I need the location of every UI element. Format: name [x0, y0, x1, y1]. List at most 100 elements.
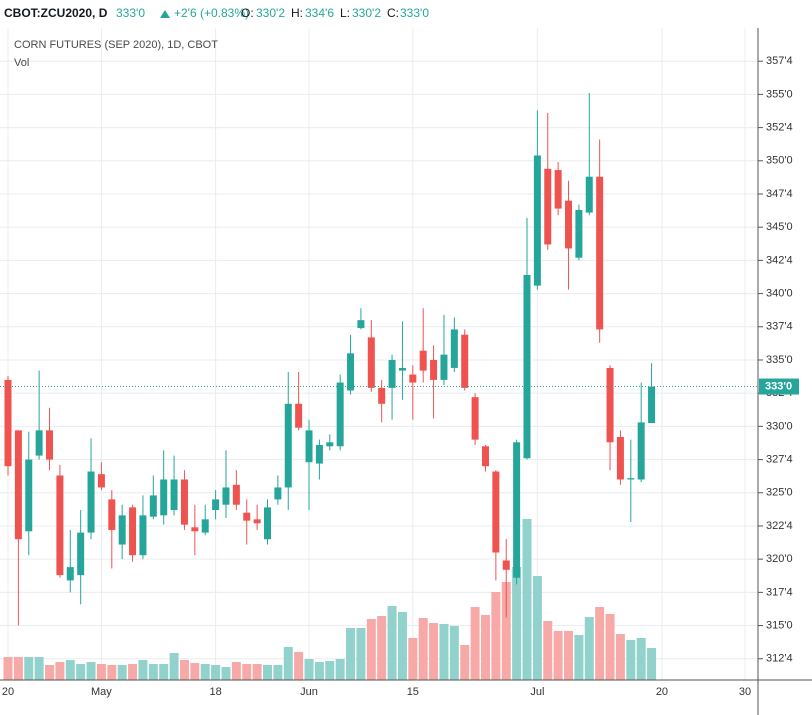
- chart-title: CORN FUTURES (SEP 2020), 1D, CBOT: [14, 39, 218, 51]
- volume-bar: [3, 657, 13, 680]
- candle-body: [315, 444, 323, 464]
- candle-body: [554, 170, 562, 209]
- candle-body: [627, 478, 635, 480]
- candle-body: [616, 436, 624, 480]
- candle-body: [97, 474, 105, 488]
- y-tick-label: 335'0: [766, 354, 793, 366]
- volume-bar: [221, 667, 231, 680]
- candle-body: [388, 359, 396, 388]
- volume-bar: [605, 614, 615, 680]
- candle-body: [118, 515, 126, 545]
- candle-body: [533, 155, 541, 286]
- candle-body: [440, 354, 448, 380]
- candle-body: [471, 397, 479, 440]
- y-tick-label: 320'0: [766, 553, 793, 565]
- candle-body: [170, 479, 178, 511]
- volume-bar: [231, 662, 241, 680]
- volume-bar: [574, 635, 584, 680]
- volume-bar: [636, 638, 646, 680]
- candle-body: [201, 519, 209, 533]
- candle-body: [149, 495, 157, 517]
- volume-bar: [346, 628, 356, 680]
- volume-bar: [211, 665, 221, 680]
- volume-bar: [460, 645, 470, 680]
- candle-body: [357, 320, 365, 329]
- volume-bar: [470, 607, 480, 680]
- candle-body: [492, 471, 500, 553]
- x-tick-label: 18: [209, 686, 221, 698]
- candle-body: [129, 507, 137, 556]
- volume-bar: [76, 664, 86, 680]
- candle-body: [274, 487, 282, 500]
- high-value: 334'6: [305, 6, 334, 20]
- volume-bar: [356, 628, 366, 680]
- candle-body: [108, 499, 116, 530]
- y-tick-label: 325'0: [766, 487, 793, 499]
- symbol: CBOT:ZCU2020, D: [4, 6, 108, 20]
- candle-body: [253, 519, 261, 524]
- x-tick-label: 20: [2, 686, 14, 698]
- volume-bar: [626, 640, 636, 680]
- candle-body: [295, 403, 303, 428]
- candle-body: [575, 209, 583, 258]
- up-arrow: [160, 10, 170, 18]
- candle-body: [264, 507, 271, 540]
- candle-body: [180, 479, 188, 525]
- y-tick-label: 330'0: [766, 420, 793, 432]
- volume-bar: [242, 664, 252, 680]
- volume-bar: [522, 519, 532, 680]
- volume-bar: [314, 662, 324, 680]
- x-tick-label: Jun: [300, 686, 318, 698]
- candle-body: [160, 479, 168, 516]
- y-tick-label: 312'4: [766, 653, 793, 665]
- volume-bar: [128, 664, 138, 680]
- x-tick-label: 20: [656, 686, 668, 698]
- last-price-box: [759, 378, 799, 395]
- candle-body: [502, 560, 510, 570]
- volume-bar: [13, 657, 23, 680]
- y-tick-label: 350'0: [766, 155, 793, 167]
- volume-bar: [429, 623, 439, 680]
- volume-layer: [3, 519, 657, 680]
- open-value: 330'2: [256, 6, 285, 20]
- x-tick-label: May: [91, 686, 112, 698]
- change: +2'6 (+0.83%): [174, 6, 249, 20]
- candle-body: [77, 532, 85, 576]
- candle-body: [139, 515, 147, 556]
- y-tick-label: 337'4: [766, 321, 793, 333]
- candle-body: [544, 168, 552, 245]
- candle-body: [35, 430, 43, 456]
- volume-bar: [45, 665, 55, 680]
- volume-bar: [615, 634, 625, 680]
- axes: 312'4 315'0 317'4 320'0 322'4 325'0 327'4 330'0…: [2, 55, 799, 698]
- volume-bar: [335, 659, 345, 680]
- candle-body: [336, 382, 344, 447]
- volume-bar: [512, 567, 522, 680]
- volume-bar: [647, 648, 657, 680]
- candle-body: [430, 359, 438, 380]
- y-tick-label: 347'4: [766, 188, 793, 200]
- candle-body: [378, 387, 386, 404]
- y-tick-label: 352'4: [766, 121, 793, 133]
- volume-bar: [480, 615, 490, 680]
- candle-body: [565, 200, 573, 249]
- candle-body: [450, 329, 458, 368]
- volume-bar: [595, 607, 605, 680]
- low-value: 330'2: [352, 6, 381, 20]
- volume-bar: [387, 606, 397, 680]
- volume-bar: [86, 662, 96, 680]
- candle-layer: [0, 93, 758, 626]
- volume-bar: [397, 612, 407, 680]
- candle-body: [513, 442, 521, 578]
- candle-body: [596, 176, 604, 330]
- y-tick-label: 342'4: [766, 254, 793, 266]
- volume-bar: [65, 660, 75, 680]
- low-label: L:: [340, 6, 350, 20]
- volume-bar: [159, 664, 169, 680]
- candle-body: [606, 367, 614, 443]
- candle-body: [637, 422, 645, 480]
- high-label: H:: [291, 6, 303, 20]
- volume-bar: [377, 616, 387, 680]
